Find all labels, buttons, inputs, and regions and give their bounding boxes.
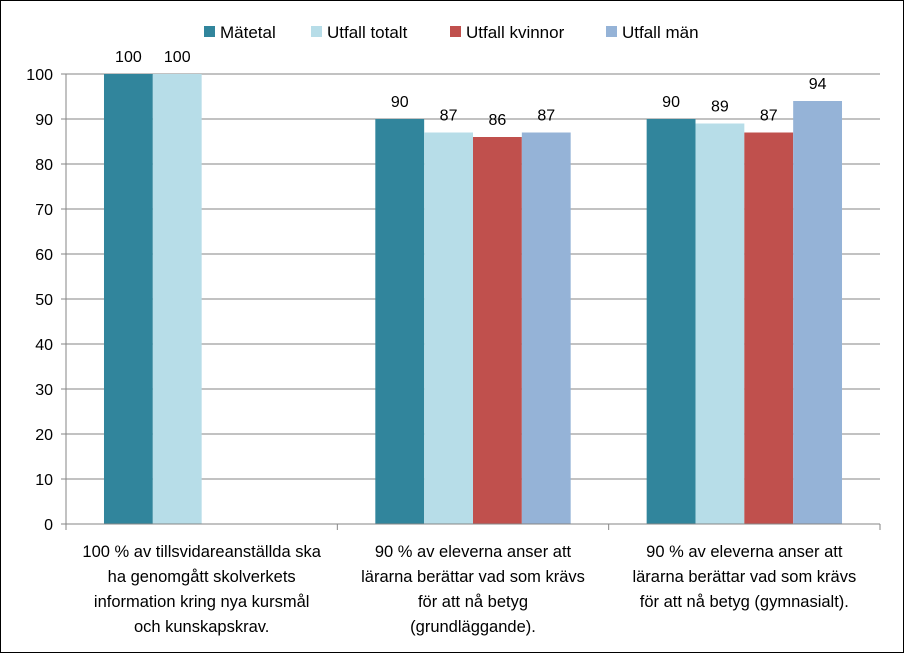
data-label: 89	[711, 99, 729, 116]
category-label: information kring nya kursmål	[94, 593, 310, 611]
data-label: 100	[115, 49, 142, 66]
legend-label: Utfall kvinnor	[466, 23, 565, 42]
data-label: 90	[391, 94, 409, 111]
category-label: lärarna berättar vad som krävs	[361, 568, 585, 586]
legend-swatch	[204, 26, 215, 37]
data-label: 87	[760, 108, 778, 125]
data-label: 86	[489, 112, 507, 129]
y-tick-labels: 0 10 20 30 40 50 60 70 80 90 100	[26, 67, 53, 534]
category-label: (grundläggande).	[410, 618, 536, 636]
bar	[103, 74, 153, 524]
category-labels: 100 % av tillsvidareanställda ska ha geno…	[82, 543, 856, 636]
category-label: ha genomgått skolverkets	[108, 568, 296, 586]
data-label: 90	[662, 94, 680, 111]
y-tick-label: 100	[26, 67, 53, 84]
y-tick-label: 0	[44, 517, 53, 534]
y-tick-label: 60	[35, 247, 53, 264]
data-label: 87	[537, 108, 555, 125]
bar	[646, 119, 696, 524]
bar	[744, 132, 794, 524]
y-tick-label: 40	[35, 337, 53, 354]
legend-swatch	[311, 26, 322, 37]
data-label: 100	[164, 49, 191, 66]
y-tick-label: 10	[35, 472, 53, 489]
bar	[152, 74, 202, 524]
data-label: 87	[440, 108, 458, 125]
legend-label: Utfall män	[622, 23, 699, 42]
bars	[103, 74, 843, 524]
y-tick-label: 30	[35, 382, 53, 399]
axes	[61, 73, 881, 530]
y-tick-label: 80	[35, 157, 53, 174]
bar	[521, 132, 571, 524]
bar	[424, 132, 473, 524]
legend: Mätetal Utfall totalt Utfall kvinnor Utfall…	[204, 23, 699, 42]
legend-label: Mätetal	[220, 23, 276, 42]
data-labels: 100 90 90 100 87 89 86 87 87 94	[115, 49, 827, 129]
category-label: 90 % av eleverna anser att	[375, 543, 572, 561]
y-tick-label: 90	[35, 112, 53, 129]
category-label: 90 % av eleverna anser att	[646, 543, 843, 561]
y-tick-label: 70	[35, 202, 53, 219]
category-label: lärarna berättar vad som krävs	[632, 568, 856, 586]
legend-label: Utfall totalt	[327, 23, 408, 42]
data-label: 94	[809, 76, 827, 93]
y-tick-label: 50	[35, 292, 53, 309]
bar	[473, 137, 522, 524]
category-label: 100 % av tillsvidareanställda ska	[82, 543, 321, 561]
bar	[695, 123, 745, 524]
bar	[793, 101, 843, 524]
category-label: och kunskapskrav.	[134, 618, 269, 636]
legend-swatch	[450, 26, 461, 37]
category-label: för att nå betyg	[418, 593, 528, 611]
legend-swatch	[606, 26, 617, 37]
y-tick-label: 20	[35, 427, 53, 444]
bar	[375, 119, 425, 524]
category-label: för att nå betyg (gymnasialt).	[640, 593, 849, 611]
